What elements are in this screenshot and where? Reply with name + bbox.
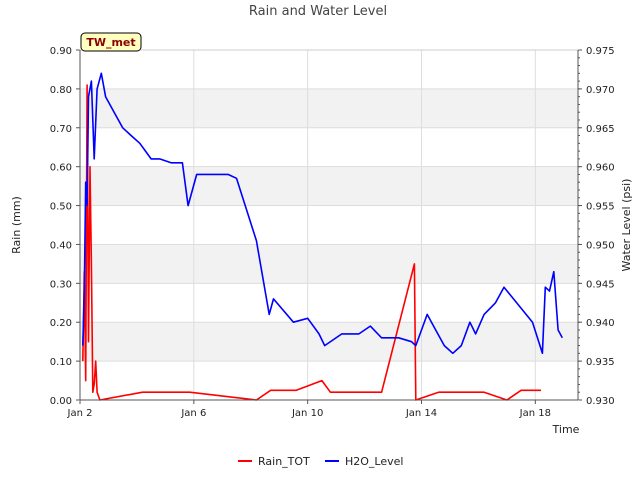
series-line-0 xyxy=(82,84,541,401)
plot-band xyxy=(80,322,578,362)
y-right-tick-label: 0.965 xyxy=(586,124,615,135)
y-left-tick-label: 0.50 xyxy=(50,202,72,213)
plot-band xyxy=(80,88,578,128)
y-right-tick-label: 0.930 xyxy=(586,396,615,407)
series-lines xyxy=(82,72,564,401)
y-right-tick-label: 0.955 xyxy=(586,202,615,213)
y-left-tick-label: 0.80 xyxy=(50,85,72,96)
plot-band xyxy=(80,244,578,284)
y-left-tick-label: 0.70 xyxy=(50,124,72,135)
site-badge: TW_met xyxy=(80,32,142,52)
y-left-tick-label: 0.30 xyxy=(50,279,72,290)
y-right-tick-label: 0.975 xyxy=(586,46,615,57)
y-left-tick-label: 0.20 xyxy=(50,318,72,329)
y-left-tick-label: 0.10 xyxy=(50,357,72,368)
y-right-tick-label: 0.945 xyxy=(586,279,615,290)
chart-title: Rain and Water Level xyxy=(249,4,387,19)
plot-bands xyxy=(80,88,578,362)
y-axis-left-label: Rain (mm) xyxy=(10,196,23,254)
tick-labels: 0.00 0.10 0.20 0.30 0.40 0.50 0.60 0.70 0.80 0.90… xyxy=(50,46,615,419)
y-left-tick-label: 0.40 xyxy=(50,240,72,251)
y-left-tick-label: 0.60 xyxy=(50,163,72,174)
series-line-1 xyxy=(82,72,564,355)
x-tick-label: Jan 6 xyxy=(180,408,206,419)
y-left-tick-label: 0.00 xyxy=(50,396,72,407)
x-tick-label: Jan 18 xyxy=(519,408,551,419)
legend-label-rain: Rain_TOT xyxy=(258,455,310,468)
axes xyxy=(76,49,582,404)
y-axis-right-label: Water Level (psi) xyxy=(620,179,633,272)
x-tick-label: Jan 14 xyxy=(405,408,437,419)
y-right-tick-label: 0.970 xyxy=(586,85,615,96)
legend-label-h2o: H2O_Level xyxy=(345,455,403,468)
y-right-tick-label: 0.960 xyxy=(586,163,615,174)
x-tick-label: Jan 2 xyxy=(67,408,93,419)
y-right-tick-label: 0.935 xyxy=(586,357,615,368)
x-tick-label: Jan 10 xyxy=(291,408,323,419)
plot-band xyxy=(80,166,578,206)
y-right-tick-label: 0.940 xyxy=(586,318,615,329)
x-axis-label: Time xyxy=(552,423,580,436)
legend: Rain_TOT H2O_Level xyxy=(238,455,403,468)
y-right-tick-label: 0.950 xyxy=(586,240,615,251)
y-left-tick-label: 0.90 xyxy=(50,46,72,57)
site-badge-label: TW_met xyxy=(86,36,135,49)
